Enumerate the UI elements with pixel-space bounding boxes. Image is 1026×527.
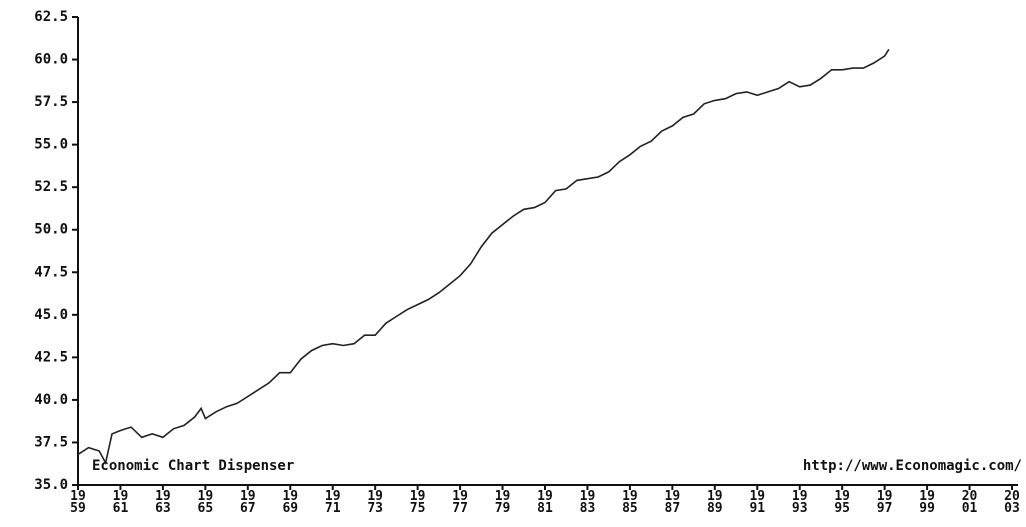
data-line: [77, 48, 890, 466]
y-tick-label: 47.5: [34, 264, 68, 280]
x-tick-label: 19 95: [834, 489, 850, 516]
y-tick-label: 35.0: [34, 477, 68, 493]
x-tick-label: 19 97: [876, 489, 893, 516]
x-tick-label: 19 75: [409, 489, 426, 516]
y-tick-label: 42.5: [34, 349, 68, 365]
x-tick-label: 20 01: [961, 489, 978, 516]
x-tick-label: 19 91: [749, 489, 766, 516]
y-tick-label: 57.5: [34, 94, 68, 110]
annotation: http://www.Economagic.com/: [803, 458, 1022, 474]
y-tick-label: 52.5: [34, 179, 68, 195]
y-tick-label: 40.0: [34, 392, 68, 408]
x-tick-label: 19 61: [112, 489, 129, 516]
x-tick-label: 19 93: [791, 489, 808, 516]
x-tick-label: 19 89: [706, 489, 723, 516]
y-tick-label: 50.0: [34, 222, 68, 238]
x-tick-label: 19 71: [324, 489, 341, 516]
x-tick-label: 19 69: [282, 489, 299, 516]
y-tick-label: 60.0: [34, 52, 68, 68]
x-tick-label: 19 67: [239, 489, 256, 516]
x-tick-label: 19 79: [494, 489, 511, 516]
x-tick-label: 19 59: [70, 489, 86, 516]
y-tick-label: 37.5: [34, 434, 68, 450]
x-tick-label: 19 87: [664, 489, 681, 516]
x-tick-label: 20 03: [1004, 489, 1020, 516]
y-tick-label: 45.0: [34, 307, 68, 323]
x-tick-label: 19 77: [452, 489, 468, 516]
x-tick-label: 19 65: [197, 489, 214, 516]
x-tick-label: 19 73: [367, 489, 383, 516]
y-tick-label: 55.0: [34, 137, 68, 153]
x-tick-label: 19 81: [537, 489, 553, 516]
x-tick-label: 19 83: [579, 489, 596, 516]
y-tick-label: 62.5: [34, 9, 68, 25]
x-tick-label: 19 85: [622, 489, 638, 516]
x-tick-label: 19 99: [919, 489, 935, 516]
x-tick-label: 19 63: [155, 489, 171, 516]
annotation: Economic Chart Dispenser: [92, 458, 294, 474]
